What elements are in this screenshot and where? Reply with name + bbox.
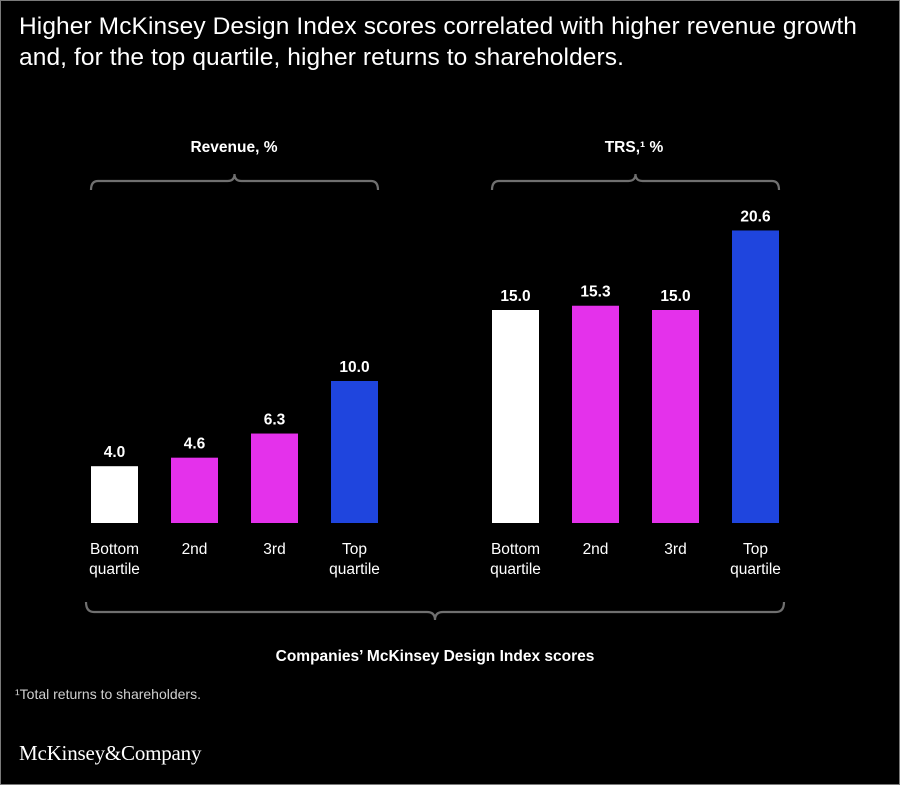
revenue-category-line: 2nd xyxy=(182,541,208,558)
revenue-category-label-4: Top quartile xyxy=(329,541,380,578)
trs-category-line: Top xyxy=(743,541,768,558)
revenue-category-line: Top xyxy=(342,541,367,558)
revenue-value-label-2: 4.6 xyxy=(184,436,206,453)
revenue-bar-3 xyxy=(251,433,298,523)
trs-value-label-4: 20.6 xyxy=(740,208,771,225)
revenue-category-line: Bottom xyxy=(90,541,139,558)
revenue-bar-2 xyxy=(171,457,218,523)
chart-title: Higher McKinsey Design Index scores corr… xyxy=(19,13,857,71)
revenue-category-line: quartile xyxy=(329,561,380,578)
revenue-value-label-3: 6.3 xyxy=(264,412,286,429)
revenue-value-label-1: 4.0 xyxy=(104,444,126,461)
revenue-panel-title: Revenue, % xyxy=(190,139,277,156)
trs-category-line: 2nd xyxy=(583,541,609,558)
trs-category-line: 3rd xyxy=(664,541,686,558)
revenue-bracket xyxy=(89,173,380,191)
trs-category-line: quartile xyxy=(490,561,541,578)
trs-category-line: quartile xyxy=(730,561,781,578)
trs-bar-3 xyxy=(652,310,699,523)
trs-value-label-1: 15.0 xyxy=(500,288,530,305)
trs-category-line: Bottom xyxy=(491,541,540,558)
x-axis-label: Companies’ McKinsey Design Index scores xyxy=(276,648,595,665)
trs-category-label-2: 2nd xyxy=(583,541,609,558)
trs-value-label-3: 15.0 xyxy=(660,288,690,305)
revenue-category-line: quartile xyxy=(89,561,140,578)
revenue-bar-4 xyxy=(331,381,378,523)
trs-category-label-1: Bottom quartile xyxy=(490,541,541,578)
revenue-value-label-4: 10.0 xyxy=(339,359,369,376)
revenue-bar-1 xyxy=(91,466,138,523)
trs-bracket xyxy=(490,173,781,191)
footnote: ¹Total returns to shareholders. xyxy=(15,686,201,702)
trs-panel-title: TRS,¹ % xyxy=(605,139,664,156)
revenue-category-label-1: Bottom quartile xyxy=(89,541,140,578)
trs-bar-2 xyxy=(572,305,619,523)
bottom-bracket xyxy=(84,601,786,621)
trs-category-label-3: 3rd xyxy=(664,541,686,558)
revenue-category-label-3: 3rd xyxy=(263,541,285,558)
trs-value-label-2: 15.3 xyxy=(580,284,611,301)
trs-bar-1 xyxy=(492,310,539,523)
revenue-category-label-2: 2nd xyxy=(182,541,208,558)
trs-bar-4 xyxy=(732,230,779,524)
mckinsey-logo: McKinsey&Company xyxy=(19,741,202,765)
revenue-category-line: 3rd xyxy=(263,541,285,558)
trs-category-label-4: Top quartile xyxy=(730,541,781,578)
